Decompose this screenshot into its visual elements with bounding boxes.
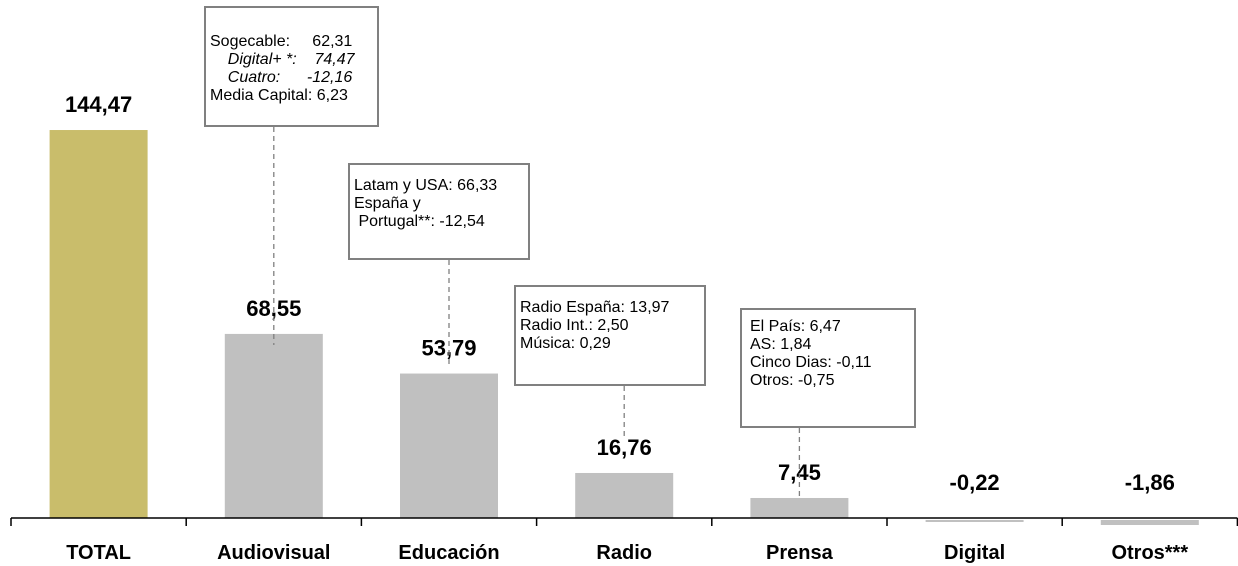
annotation-box-prensa: El País: 6,47 AS: 1,84 Cinco Dias: -0,11 Ot… (740, 308, 916, 428)
annotation-line: Música: 0,29 (520, 335, 611, 352)
bar-otros (1100, 520, 1199, 525)
value-label-digital: -0,22 (950, 470, 1000, 495)
bar-audiovisual (224, 333, 323, 518)
bar-total (49, 130, 148, 518)
category-label-otros: Otros*** (1111, 542, 1188, 564)
annotation-line: Media Capital: 6,23 (210, 87, 348, 104)
annotation-line: Cinco Dias: -0,11 (750, 354, 872, 371)
annotation-line: Portugal**: -12,54 (354, 213, 485, 230)
annotation-line: AS: 1,84 (750, 336, 812, 353)
category-label-prensa: Prensa (766, 542, 834, 564)
annotation-line: Cuatro: -12,16 (210, 69, 353, 86)
annotation-box-radio: Radio España: 13,97 Radio Int.: 2,50 Músic… (514, 285, 706, 386)
value-label-radio: 16,76 (597, 435, 652, 460)
annotation-box-educacion: Latam y USA: 66,33 España y Portugal**: -… (348, 163, 530, 260)
annotation-line: Radio España: 13,97 (520, 299, 670, 316)
bar-educacion (400, 373, 498, 518)
value-label-total: 144,47 (65, 92, 132, 117)
bar-prensa (750, 497, 849, 518)
annotation-box-audiovisual: Sogecable: 62,31 Digital+ *: 74,47 Cuatr… (204, 6, 379, 127)
category-label-total: TOTAL (66, 542, 131, 564)
bar-digital (925, 520, 1024, 522)
annotation-line: Digital+ *: 74,47 (210, 51, 355, 68)
annotation-line: Radio Int.: 2,50 (520, 317, 629, 334)
category-label-digital: Digital (944, 542, 1005, 564)
value-label-prensa: 7,45 (778, 460, 821, 485)
annotation-line: Otros: -0,75 (750, 372, 835, 389)
category-label-educacion: Educación (398, 542, 499, 564)
annotation-line: España y (354, 195, 421, 212)
category-label-radio: Radio (596, 542, 652, 564)
category-label-audiovisual: Audiovisual (217, 542, 330, 564)
value-label-educacion: 53,79 (421, 336, 476, 361)
value-label-otros: -1,86 (1125, 470, 1175, 495)
annotation-line: El País: 6,47 (750, 318, 841, 335)
annotation-line: Latam y USA: 66,33 (354, 177, 498, 194)
annotation-line: Sogecable: 62,31 (210, 33, 353, 50)
bar-radio (575, 472, 674, 518)
